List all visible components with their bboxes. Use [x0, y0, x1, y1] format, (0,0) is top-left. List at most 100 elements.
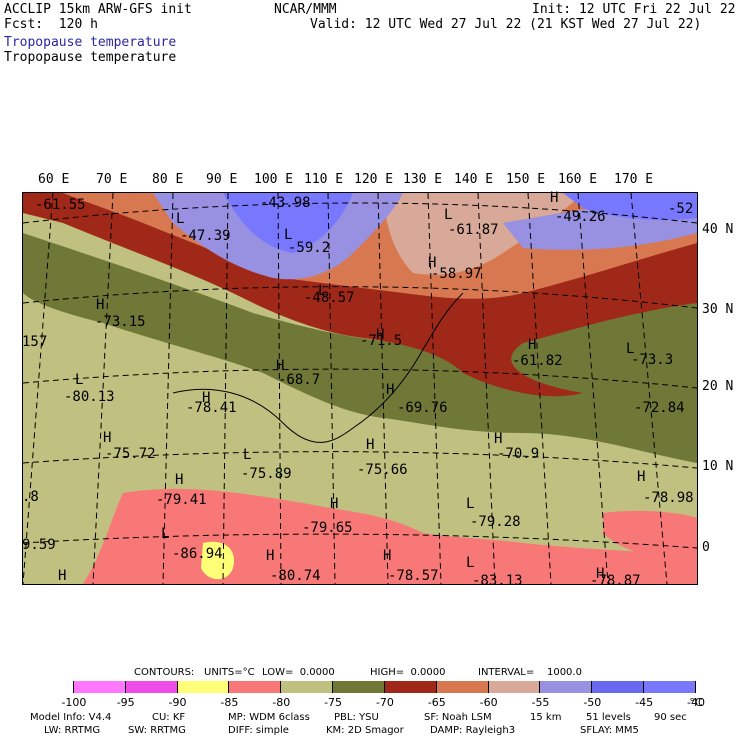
extremum-value: -49.26 — [555, 209, 606, 225]
low-marker: L — [161, 526, 170, 542]
high-marker: H — [383, 548, 392, 564]
lat-label: 0 — [702, 540, 710, 555]
extremum-value: -61.55 — [35, 197, 86, 213]
high-label: HIGH= 0.0000 — [370, 667, 446, 678]
band-minus45-west — [223, 193, 353, 253]
lon-label: 80 E — [152, 172, 184, 187]
extremum-value: -43.98 — [260, 195, 311, 211]
high-marker: H — [376, 327, 385, 343]
extremum-value: .8 — [22, 489, 39, 505]
extremum-value: -47.39 — [180, 228, 231, 244]
lon-label: 90 E — [206, 172, 238, 187]
high-marker: H — [276, 358, 285, 374]
model-title: ACCLIP 15km ARW-GFS init — [4, 2, 192, 17]
extremum-value: -48.57 — [304, 290, 355, 306]
init-time: Init: 12 UTC Fri 22 Jul 22 — [532, 2, 736, 17]
extremum-value: -78.87 — [590, 573, 641, 589]
colorbar-tick-label: -85 — [220, 696, 239, 709]
high-marker: H — [266, 548, 275, 564]
footer-resolution: 15 km — [530, 712, 562, 723]
colorbar-tick-label: -100 — [61, 696, 87, 709]
extremum-value: -72.84 — [634, 400, 685, 416]
colorbar-swatch — [384, 681, 437, 693]
graticule — [23, 193, 697, 584]
lat-label: 20 N — [702, 379, 734, 394]
colorbar-swatch — [644, 681, 696, 693]
valid-time: Valid: 12 UTC Wed 27 Jul 22 (21 KST Wed … — [310, 17, 702, 32]
low-marker: L — [444, 207, 453, 223]
forecast-hour: Fcst: 120 h — [4, 17, 98, 32]
colorbar-swatch — [540, 681, 593, 693]
colorbar-swatch — [229, 681, 282, 693]
footer-km: KM: 2D Smagor — [326, 725, 404, 736]
colorbar-tick-label: -70 — [375, 696, 394, 709]
colorbar-tick-label: -80 — [272, 696, 291, 709]
colorbar-tick-label: -75 — [324, 696, 343, 709]
footer-timestep: 90 sec — [654, 712, 687, 723]
low-marker: L — [466, 496, 475, 512]
colorbar — [22, 681, 696, 693]
lon-label: 120 E — [354, 172, 394, 187]
low-marker: L — [243, 447, 252, 463]
colorbar-tick-label: -45 — [635, 696, 654, 709]
low-label: LOW= 0.0000 — [262, 667, 335, 678]
lon-label: 130 E — [403, 172, 443, 187]
high-marker: H — [528, 337, 537, 353]
band-minus80 — [83, 488, 697, 584]
colorbar-unit: °C — [689, 696, 703, 709]
high-marker: H — [103, 430, 112, 446]
lon-label: 160 E — [558, 172, 598, 187]
lat-label: 10 N — [702, 459, 734, 474]
high-marker: H — [330, 496, 339, 512]
colorbar-swatch — [592, 681, 645, 693]
lon-label: 70 E — [96, 172, 128, 187]
band-minus45-east — [563, 193, 697, 220]
extremum-value: -86.94 — [172, 546, 223, 562]
lon-label: 110 E — [304, 172, 344, 187]
extremum-value: -75.66 — [357, 462, 408, 478]
lon-label: 100 E — [254, 172, 294, 187]
colorbar-swatch — [281, 681, 334, 693]
footer-levels: 51 levels — [586, 712, 631, 723]
extremum-value: -79.41 — [156, 492, 207, 508]
colorbar-swatch — [488, 681, 541, 693]
lon-label: 140 E — [454, 172, 494, 187]
extremum-value: -68.7 — [278, 372, 321, 388]
field-title-blue: Tropopause temperature — [4, 35, 177, 50]
footer-cu: CU: KF — [152, 712, 186, 723]
lon-label: 150 E — [506, 172, 546, 187]
extremum-value: -75.72 — [105, 446, 156, 462]
center-label: NCAR/MMM — [274, 2, 337, 17]
high-marker: H — [596, 566, 605, 582]
low-marker: L — [466, 555, 475, 571]
lat-label: 40 N — [702, 222, 734, 237]
footer-sw: SW: RRTMG — [128, 725, 186, 736]
extremum-value: -69.76 — [397, 400, 448, 416]
extremum-value: -80.74 — [270, 568, 321, 584]
extremum-value: -73.3 — [631, 352, 674, 368]
footer-sf: SF: Noah LSM — [424, 712, 492, 723]
map-panel — [22, 192, 698, 585]
footer-pbl: PBL: YSU — [334, 712, 379, 723]
low-marker: L — [75, 372, 84, 388]
extremum-value: -75.89 — [241, 466, 292, 482]
extremum-value: -78.98 — [643, 490, 694, 506]
units-label: UNITS=°C — [204, 667, 255, 678]
interval-label: INTERVAL= 1000.0 — [478, 667, 582, 678]
temperature-field — [23, 193, 697, 584]
extremum-value: -61.82 — [512, 353, 563, 369]
footer-damp: DAMP: Rayleigh3 — [430, 725, 516, 736]
low-marker: L — [626, 341, 635, 357]
extremum-value: -79.65 — [302, 520, 353, 536]
low-marker: L — [176, 211, 185, 227]
colorbar-swatch — [125, 681, 178, 693]
extremum-value: -79.28 — [470, 514, 521, 530]
extremum-value: 9.59 — [22, 537, 56, 553]
extremum-value: -58.97 — [431, 266, 482, 282]
lon-label: 60 E — [38, 172, 70, 187]
extremum-value: -71.5 — [360, 333, 403, 349]
extremum-value: -78.41 — [186, 400, 237, 416]
colorbar-tick-label: -90 — [168, 696, 187, 709]
lat-label: 30 N — [702, 302, 734, 317]
extremum-value: -78.57 — [388, 568, 439, 584]
